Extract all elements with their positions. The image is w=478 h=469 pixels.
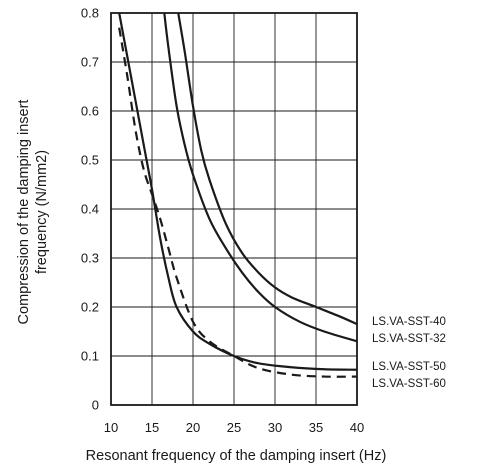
x-tick-label: 30	[268, 420, 282, 435]
grid	[111, 13, 357, 405]
y-tick-label: 0.5	[81, 153, 99, 168]
legend-label: LS.VA-SST-32	[372, 333, 446, 345]
legend-label: LS.VA-SST-50	[372, 361, 446, 373]
y-axis-label-line1: Compression of the damping insert	[16, 100, 32, 325]
x-tick-label: 15	[145, 420, 159, 435]
y-tick-label: 0	[92, 398, 99, 413]
legend-label: LS.VA-SST-40	[372, 316, 446, 328]
y-tick-label: 0.3	[81, 251, 99, 266]
plot-frame	[110, 12, 358, 406]
y-axis-label-line2: frequency (N/mm2)	[34, 150, 50, 274]
y-tick-label: 0.4	[81, 202, 99, 217]
y-tick-label: 0.1	[81, 349, 99, 364]
x-tick-label: 40	[350, 420, 364, 435]
y-tick-label: 0.6	[81, 104, 99, 119]
tick-labels: 10 15 20 25 30 35 40 0 0.1 0.2 0.3 0.4 0.5 0.6 0.7 0.8	[81, 6, 364, 436]
x-tick-label: 20	[186, 420, 200, 435]
y-tick-label: 0.2	[81, 300, 99, 315]
x-tick-label: 10	[104, 420, 118, 435]
series-lines	[118, 13, 357, 378]
legend: LS.VA-SST-40 LS.VA-SST-32 LS.VA-SST-50 LS.V…	[372, 316, 446, 390]
x-axis-label: Resonant frequency of the damping insert…	[86, 448, 387, 464]
x-tick-label: 25	[227, 420, 241, 435]
legend-label: LS.VA-SST-60	[372, 378, 446, 390]
x-tick-label: 35	[309, 420, 323, 435]
series-line-LS.VA-SST-40	[177, 13, 357, 326]
y-tick-label: 0.8	[81, 6, 99, 21]
series-line-LS.VA-SST-60	[118, 27, 357, 378]
series-line-LS.VA-SST-50	[118, 13, 357, 371]
y-tick-label: 0.7	[81, 55, 99, 70]
series-line-LS.VA-SST-32	[163, 13, 357, 343]
